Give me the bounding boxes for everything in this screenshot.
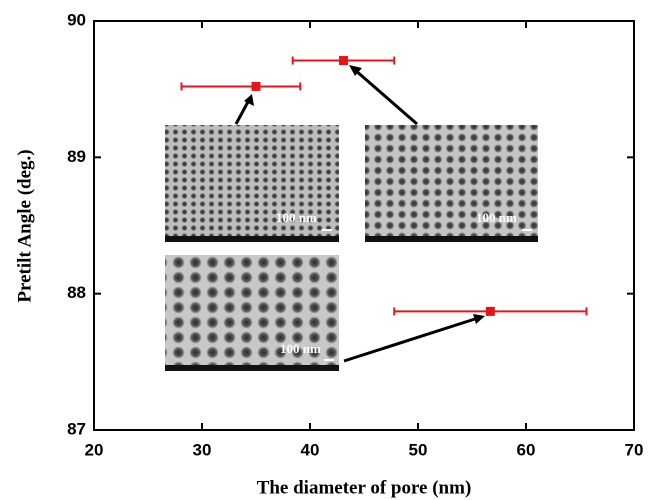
- y-tick-label: 90: [67, 10, 86, 29]
- arrow-head: [244, 94, 254, 106]
- x-tick-label: 70: [625, 440, 644, 459]
- arrow: [354, 68, 418, 126]
- x-tick-label: 60: [517, 440, 536, 459]
- arrow-head: [473, 314, 485, 324]
- plot-frame: [93, 20, 635, 431]
- x-tick-label: 30: [193, 440, 212, 459]
- sem-footer: [165, 365, 339, 371]
- scale-label: 100 nm: [476, 210, 517, 225]
- arrows: [234, 65, 485, 363]
- x-axis-title: The diameter of pore (nm): [257, 477, 472, 498]
- x-tick-label: 40: [301, 440, 320, 459]
- insets: 100 nm 100 nm 100 nm: [165, 125, 538, 371]
- scale-bar: [324, 359, 334, 361]
- sem-image: [165, 255, 339, 371]
- sem-footer: [365, 236, 538, 242]
- scale-label: 100 nm: [280, 341, 321, 356]
- y-tick-label: 88: [67, 283, 86, 302]
- scale-bar: [522, 229, 532, 231]
- point: [251, 81, 261, 91]
- arrow: [234, 99, 251, 125]
- point: [338, 56, 348, 66]
- scale-bar: [322, 229, 332, 231]
- arrow: [343, 316, 479, 363]
- x-tick-label: 50: [409, 440, 428, 459]
- x-tick-label: 20: [85, 440, 104, 459]
- sem-image: [165, 125, 339, 242]
- sem-image: [365, 125, 538, 242]
- arrow-head: [349, 65, 362, 76]
- sem-footer: [165, 236, 339, 242]
- scale-label: 100 nm: [276, 210, 317, 225]
- y-axis-title: Pretilt Angle (deg.): [14, 149, 35, 302]
- y-tick-label: 87: [67, 419, 86, 438]
- point: [485, 306, 495, 316]
- y-tick-label: 89: [67, 147, 86, 166]
